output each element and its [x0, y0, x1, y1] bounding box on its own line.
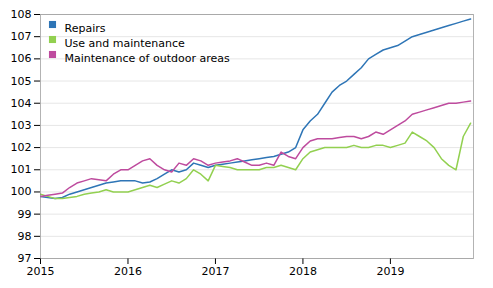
svg-text:Use and maintenance: Use and maintenance: [65, 37, 186, 50]
svg-text:2015: 2015: [27, 265, 55, 278]
svg-text:103: 103: [11, 119, 32, 132]
svg-text:Maintenance of outdoor areas: Maintenance of outdoor areas: [65, 52, 230, 65]
svg-text:2016: 2016: [114, 265, 142, 278]
svg-text:102: 102: [11, 141, 32, 154]
svg-text:2019: 2019: [376, 265, 404, 278]
svg-text:Repairs: Repairs: [65, 22, 106, 35]
svg-text:2017: 2017: [201, 265, 229, 278]
svg-text:108: 108: [11, 8, 32, 21]
svg-text:100: 100: [11, 185, 32, 198]
svg-text:106: 106: [11, 52, 32, 65]
svg-text:99: 99: [18, 208, 32, 221]
svg-text:98: 98: [18, 230, 32, 243]
svg-text:2018: 2018: [289, 265, 317, 278]
svg-text:101: 101: [11, 163, 32, 176]
svg-text:97: 97: [18, 252, 32, 265]
svg-text:105: 105: [11, 75, 32, 88]
svg-text:107: 107: [11, 30, 32, 43]
svg-text:104: 104: [11, 97, 32, 110]
